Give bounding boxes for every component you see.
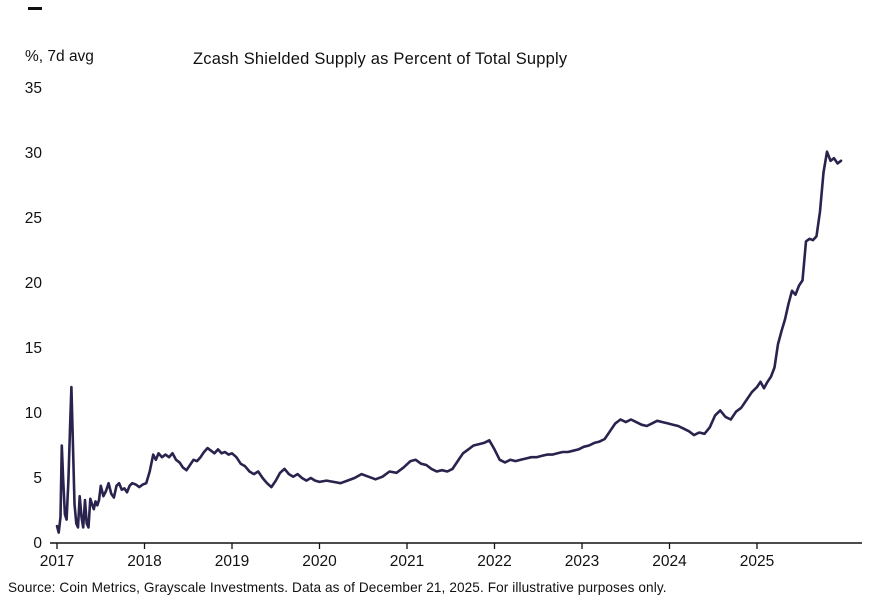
y-tick-label: 15 xyxy=(25,340,42,357)
x-tick-label: 2022 xyxy=(477,553,511,570)
y-tick-label: 25 xyxy=(25,210,42,227)
x-tick-label: 2020 xyxy=(302,553,337,570)
y-tick-label: 30 xyxy=(25,145,43,162)
x-tick-label: 2025 xyxy=(740,553,774,570)
x-tick-label: 2017 xyxy=(40,553,74,570)
source-note: Source: Coin Metrics, Grayscale Investme… xyxy=(8,580,667,595)
x-tick-label: 2024 xyxy=(652,553,687,570)
y-tick-label: 35 xyxy=(25,80,42,97)
x-tick-label: 2021 xyxy=(390,553,424,570)
x-tick-label: 2023 xyxy=(565,553,599,570)
y-tick-label: 20 xyxy=(25,275,43,292)
series-line xyxy=(55,150,843,534)
x-tick-label: 2019 xyxy=(215,553,249,570)
y-tick-label: 10 xyxy=(25,405,43,422)
y-tick-label: 0 xyxy=(33,535,42,552)
y-axis-unit-label: %, 7d avg xyxy=(25,48,94,65)
page-corner-mark xyxy=(28,7,42,10)
x-tick-label: 2018 xyxy=(127,553,161,570)
y-tick-label: 5 xyxy=(33,470,42,487)
chart-title: Zcash Shielded Supply as Percent of Tota… xyxy=(193,50,568,68)
